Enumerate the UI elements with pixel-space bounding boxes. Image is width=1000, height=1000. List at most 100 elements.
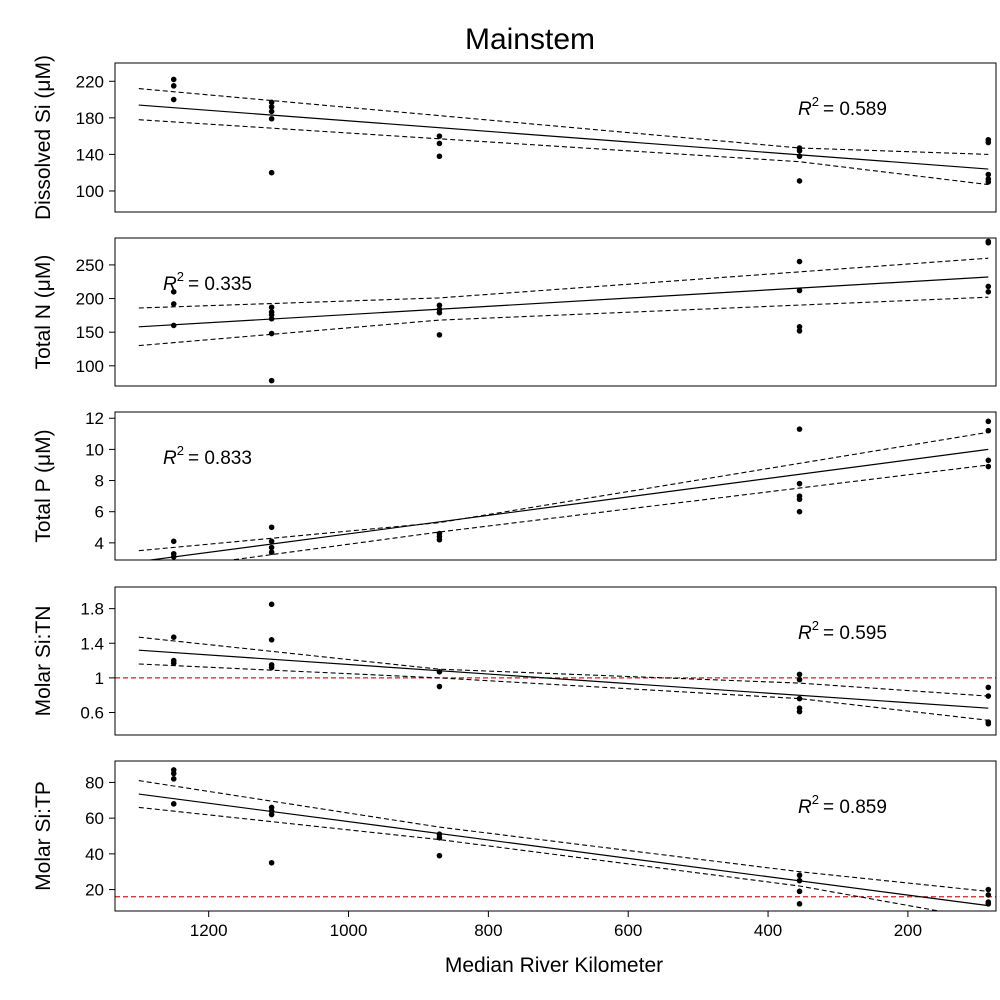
data-point-tn-3	[268, 304, 275, 311]
y-axis-label-si: Dissolved Si (μM)	[32, 55, 55, 220]
plot-area-sitn	[115, 601, 996, 727]
data-point-si-1	[170, 83, 177, 89]
y-tick-label-tn-1: 150	[76, 323, 104, 342]
data-point-si-8	[436, 133, 443, 139]
r-squared-value: = 0.595	[823, 623, 887, 644]
panel-tn: 100 150 200 250 Total N (μM) R2 = 0.335	[32, 237, 997, 387]
data-point-si-4	[268, 104, 275, 110]
data-point-si-6	[268, 115, 275, 122]
x-axis: 1200 1000 800 600 400 200	[190, 911, 922, 940]
data-point-si-16	[985, 139, 992, 146]
confidence-upper-sitn	[138, 636, 989, 697]
data-point-sitp-9	[436, 834, 443, 841]
data-point-tp-0	[170, 538, 177, 545]
data-point-si-9	[436, 140, 443, 147]
data-point-si-7	[268, 169, 275, 176]
y-axis-label-sitp: Molar Si:TP	[32, 781, 55, 891]
r-squared-value: = 0.589	[823, 99, 887, 120]
confidence-lower-si	[138, 119, 989, 186]
confidence-lower-sitn	[138, 663, 989, 721]
data-point-tp-14	[796, 508, 803, 515]
data-point-tp-11	[796, 480, 803, 487]
r-squared-value: = 0.335	[188, 274, 252, 295]
panel-frame-sitp	[114, 760, 997, 912]
confidence-lower-tn	[138, 296, 989, 347]
plot-area-si	[138, 76, 992, 186]
y-tick-label-tp-1: 6	[95, 503, 104, 522]
data-point-sitn-14	[985, 684, 992, 691]
r-squared-symbol: R	[798, 99, 812, 120]
plot-area-tp	[138, 418, 992, 560]
fit-line-sitn	[138, 649, 989, 709]
y-tick-label-tn-3: 250	[76, 256, 104, 275]
data-point-tn-19	[985, 283, 992, 290]
y-tick-label-sitp-0: 20	[85, 881, 104, 900]
r-squared-superscript: 2	[812, 618, 819, 633]
y-tick-label-sitp-1: 40	[85, 845, 104, 864]
data-point-si-19	[985, 179, 992, 185]
data-point-sitn-9	[796, 671, 803, 678]
data-point-tn-0	[170, 289, 177, 295]
data-point-si-13	[796, 153, 803, 160]
data-point-tn-8	[268, 377, 275, 384]
y-tick-label-sitp-3: 80	[85, 773, 104, 792]
data-point-tp-16	[985, 427, 992, 434]
data-point-tn-7	[268, 330, 275, 337]
data-point-tn-5	[268, 311, 275, 318]
plot-area-sitp	[115, 767, 996, 911]
r-squared-value: = 0.859	[823, 797, 887, 818]
data-point-sitn-17	[985, 720, 992, 727]
data-point-sitn-4	[268, 636, 275, 643]
confidence-upper-tp	[138, 431, 989, 552]
fit-line-tp	[145, 448, 989, 560]
y-axis-label-tn: Total N (μM)	[32, 255, 55, 370]
data-point-sitp-18	[985, 901, 992, 907]
fit-line-sitp	[138, 793, 989, 907]
data-point-sitn-8	[436, 683, 443, 690]
y-tick-label-si-3: 220	[76, 72, 104, 91]
r-squared-superscript: 2	[812, 792, 819, 807]
data-point-tp-17	[985, 457, 992, 464]
data-point-sitn-13	[796, 708, 803, 715]
data-point-si-3	[268, 99, 275, 106]
y-tick-label-tn-2: 200	[76, 290, 104, 309]
r-squared-tp: R2 = 0.833	[163, 443, 252, 469]
confidence-upper-tn	[138, 257, 989, 309]
data-point-tp-3	[268, 524, 275, 531]
data-point-si-14	[796, 178, 803, 184]
data-point-tn-6	[268, 315, 275, 322]
panel-frame-sitn	[114, 586, 997, 736]
data-point-tp-5	[268, 544, 275, 551]
panel-tp: 4 6 8 10 12 Total P (μM) R2 = 0.833	[32, 409, 997, 561]
data-point-tp-9	[436, 536, 443, 543]
data-point-tp-10	[796, 426, 803, 432]
r-squared-symbol: R	[163, 448, 177, 469]
data-point-sitp-10	[436, 852, 443, 859]
data-point-tn-20	[985, 289, 992, 295]
r-squared-symbol: R	[798, 797, 812, 818]
y-tick-label-si-2: 180	[76, 109, 104, 128]
data-point-si-5	[268, 108, 275, 115]
data-point-tn-11	[436, 309, 443, 316]
data-point-si-2	[170, 96, 177, 103]
r-squared-superscript: 2	[177, 269, 184, 284]
panel-frame-tn	[114, 237, 997, 387]
data-point-tn-9	[436, 302, 443, 309]
data-point-tn-18	[985, 239, 992, 246]
y-tick-label-sitp-2: 60	[85, 809, 104, 828]
data-point-sitp-16	[985, 892, 992, 898]
y-tick-label-tp-3: 10	[85, 440, 104, 459]
confidence-lower-tp	[227, 464, 989, 560]
data-point-sitn-7	[436, 669, 443, 675]
data-point-tn-12	[436, 332, 443, 338]
data-point-tn-16	[796, 328, 803, 334]
x-tick-label-1: 1000	[330, 921, 368, 940]
panel-frame-si	[114, 62, 997, 213]
r-squared-sitn: R2 = 0.595	[798, 618, 887, 644]
panel-sitn: 0.6 1 1.4 1.8 Molar Si:TN R2 = 0.595	[32, 586, 997, 736]
y-tick-label-tp-0: 4	[95, 534, 104, 553]
data-point-sitp-13	[796, 888, 803, 895]
x-tick-label-0: 1200	[190, 921, 228, 940]
